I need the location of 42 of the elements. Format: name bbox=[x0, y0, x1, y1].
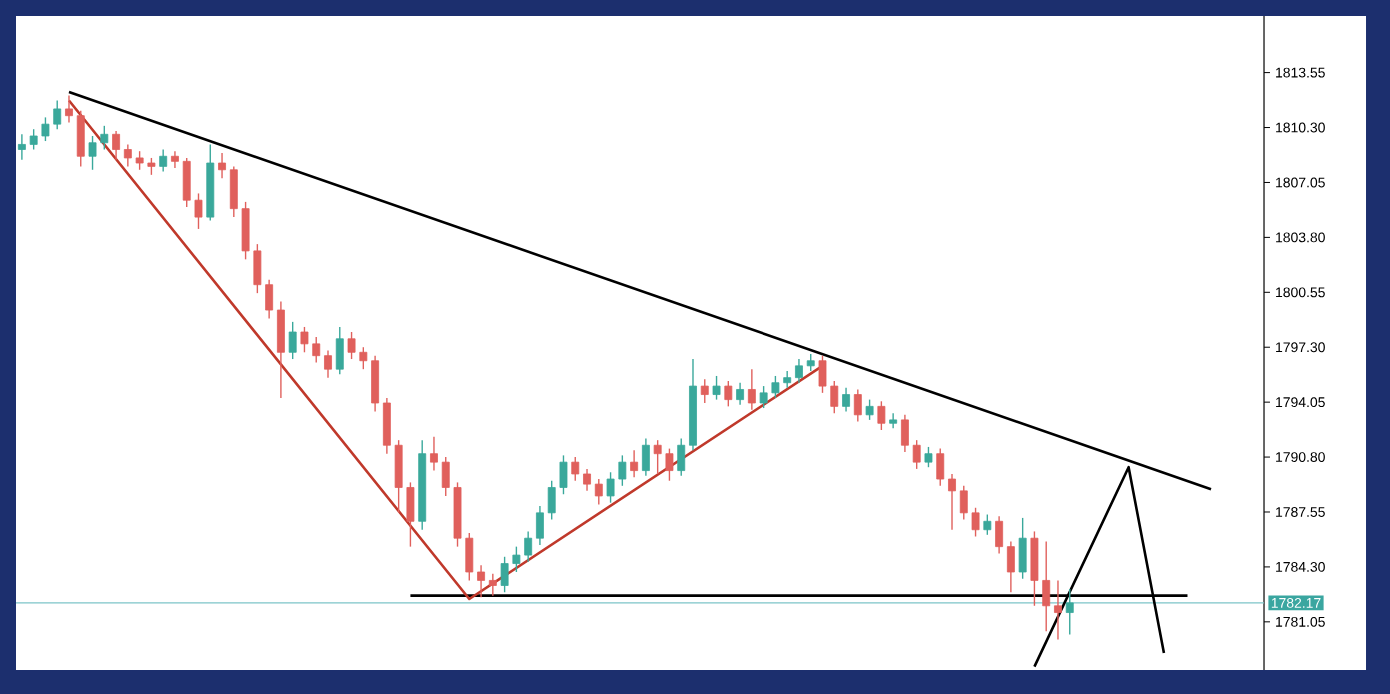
candlestick bbox=[76, 109, 85, 168]
candlestick bbox=[736, 382, 745, 406]
candlestick bbox=[536, 505, 544, 546]
candlestick bbox=[912, 439, 921, 470]
candlestick bbox=[724, 380, 733, 408]
candlestick bbox=[712, 375, 721, 401]
candlestick bbox=[889, 412, 898, 430]
candlestick bbox=[276, 300, 285, 399]
candlestick bbox=[924, 446, 933, 468]
candlestick bbox=[853, 388, 862, 423]
candlestick bbox=[865, 398, 874, 421]
candlestick bbox=[594, 478, 603, 506]
candlestick bbox=[1018, 517, 1027, 580]
candlestick bbox=[948, 473, 956, 531]
candlestick bbox=[700, 378, 709, 404]
candlestick bbox=[324, 349, 332, 379]
candlestick bbox=[677, 437, 686, 477]
candlestick bbox=[1054, 579, 1062, 641]
candlestick bbox=[477, 564, 485, 599]
candlestick bbox=[936, 447, 945, 487]
candlestick bbox=[1065, 588, 1074, 636]
candlestick bbox=[288, 321, 297, 360]
candlestick bbox=[795, 358, 803, 384]
candlestick bbox=[995, 515, 1004, 555]
candlestick bbox=[900, 414, 909, 453]
candlestick bbox=[218, 152, 226, 179]
candlestick bbox=[842, 387, 850, 413]
candlestick bbox=[630, 449, 639, 479]
candlestick bbox=[171, 150, 179, 169]
candlestick bbox=[571, 456, 580, 482]
candlestick bbox=[159, 148, 168, 173]
candlestick bbox=[747, 368, 756, 411]
candlestick bbox=[983, 513, 992, 536]
candlestick bbox=[335, 326, 344, 375]
candlestick bbox=[112, 130, 121, 161]
candlestick bbox=[430, 436, 438, 472]
candlestick bbox=[65, 94, 73, 124]
candlestick bbox=[641, 437, 650, 477]
candlestick bbox=[1006, 540, 1015, 593]
candlestick bbox=[583, 468, 591, 492]
candlestick bbox=[488, 572, 497, 597]
candlestick bbox=[877, 400, 886, 431]
